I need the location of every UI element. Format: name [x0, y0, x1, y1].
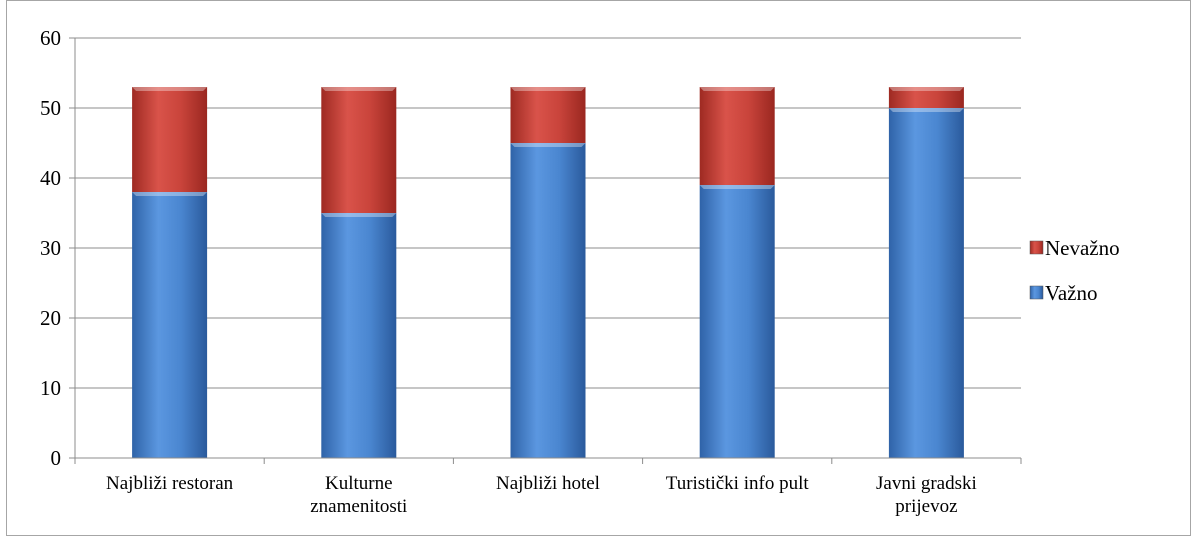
y-tick-label: 40: [40, 166, 61, 190]
x-category-label: Najbliži restoran: [106, 473, 234, 494]
y-tick-label: 20: [40, 306, 61, 330]
bar-vazno: [321, 213, 397, 458]
x-category-label: znamenitosti: [310, 496, 407, 517]
legend: Nevažno Važno: [1029, 236, 1120, 305]
axes: 0 10 20 30 40 50 60 Najbliži restoran Kulturnezn…: [40, 26, 1022, 517]
bar-nevazno: [321, 87, 397, 213]
bar-nevazno: [699, 87, 775, 185]
x-category-label: Kulturne: [325, 473, 393, 494]
x-category-label: Javni gradski: [876, 473, 977, 494]
y-tick-label: 50: [40, 96, 61, 120]
bar-bevel: [699, 87, 775, 91]
legend-swatch-vazno: [1029, 285, 1044, 300]
bar-bevel: [321, 87, 397, 91]
y-tick-label: 0: [51, 446, 62, 470]
y-tick-label: 60: [40, 26, 61, 50]
y-tick-label: 30: [40, 236, 61, 260]
bar-vazno: [888, 108, 964, 458]
y-tick-label: 10: [40, 376, 61, 400]
bar-bevel: [510, 143, 586, 147]
legend-label-nevazno: Nevažno: [1045, 236, 1120, 260]
bar-vazno: [510, 143, 586, 458]
legend-swatch-nevazno: [1029, 240, 1044, 255]
bars: [132, 87, 964, 458]
bar-nevazno: [132, 87, 208, 192]
bar-bevel: [510, 87, 586, 91]
bar-bevel: [132, 192, 208, 196]
bar-vazno: [699, 185, 775, 458]
bar-bevel: [888, 87, 964, 91]
x-category-label: prijevoz: [895, 496, 957, 517]
bar-nevazno: [510, 87, 586, 143]
legend-label-vazno: Važno: [1045, 281, 1097, 305]
x-category-label: Turistički info pult: [666, 473, 810, 494]
bar-bevel: [888, 108, 964, 112]
bar-bevel: [699, 185, 775, 189]
bar-bevel: [321, 213, 397, 217]
bar-bevel: [132, 87, 208, 91]
bar-vazno: [132, 192, 208, 458]
x-category-label: Najbliži hotel: [496, 473, 600, 494]
bar-nevazno: [888, 87, 964, 108]
